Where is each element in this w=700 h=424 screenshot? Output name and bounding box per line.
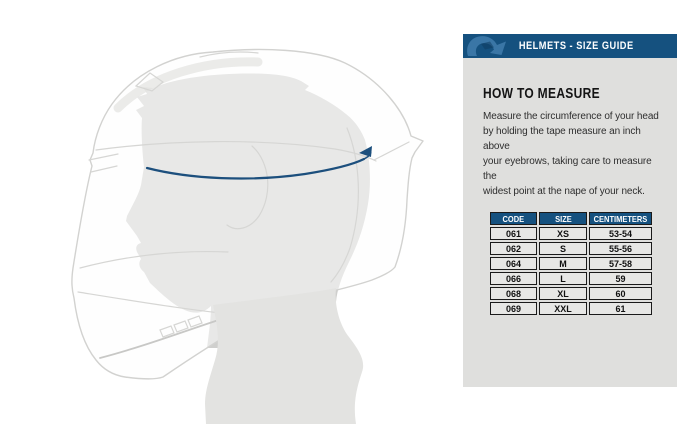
cell-size: S bbox=[539, 242, 587, 255]
how-to-measure-section: HOW TO MEASURE Measure the circumference… bbox=[463, 58, 677, 199]
cell-size: L bbox=[539, 272, 587, 285]
cell-centimeters: 57-58 bbox=[589, 257, 652, 270]
cell-code: 061 bbox=[490, 227, 537, 240]
visor-bottom-line bbox=[79, 250, 229, 269]
visor-side-line bbox=[226, 145, 269, 230]
table-row: 064 M 57-58 bbox=[490, 257, 652, 270]
cell-code: 064 bbox=[490, 257, 537, 270]
size-table-header-row: CODE SIZE CENTIMETERS bbox=[490, 212, 652, 225]
table-row: 062 S 55-56 bbox=[490, 242, 652, 255]
cell-centimeters: 53-54 bbox=[589, 227, 652, 240]
how-to-measure-heading: HOW TO MEASURE bbox=[483, 85, 600, 102]
neck-silhouette bbox=[205, 288, 364, 424]
chin-vent-slot-2 bbox=[173, 320, 189, 333]
top-vent bbox=[134, 72, 164, 92]
how-to-measure-text: Measure the circumference of your head b… bbox=[483, 111, 659, 197]
cell-code: 069 bbox=[490, 302, 537, 315]
column-header-size: SIZE bbox=[539, 212, 587, 225]
size-table: CODE SIZE CENTIMETERS 061 XS 53-54 062 S… bbox=[488, 210, 654, 317]
cell-code: 066 bbox=[490, 272, 537, 285]
cell-centimeters: 60 bbox=[589, 287, 652, 300]
panel-title: HELMETS - SIZE GUIDE bbox=[518, 40, 634, 52]
helmet-detail-lines bbox=[77, 51, 410, 359]
brand-logo-icon bbox=[467, 36, 506, 56]
helmet-outline bbox=[71, 48, 424, 380]
chin-vent-slot-1 bbox=[159, 325, 175, 338]
table-row: 068 XL 60 bbox=[490, 287, 652, 300]
table-row: 066 L 59 bbox=[490, 272, 652, 285]
measure-tape bbox=[145, 146, 372, 180]
cell-code: 068 bbox=[490, 287, 537, 300]
measure-arrow-icon bbox=[359, 146, 372, 157]
cell-size: M bbox=[539, 257, 587, 270]
column-header-centimeters: CENTIMETERS bbox=[589, 212, 652, 225]
table-row: 069 XXL 61 bbox=[490, 302, 652, 315]
table-row: 061 XS 53-54 bbox=[490, 227, 652, 240]
cell-centimeters: 59 bbox=[589, 272, 652, 285]
cell-centimeters: 55-56 bbox=[589, 242, 652, 255]
brow-line-2 bbox=[90, 165, 118, 173]
measure-tape-line bbox=[145, 157, 366, 180]
size-guide-panel: HELMETS - SIZE GUIDE HOW TO MEASURE Meas… bbox=[463, 34, 677, 387]
panel-header: HELMETS - SIZE GUIDE bbox=[463, 34, 677, 58]
chin-vent-slot-3 bbox=[187, 315, 203, 328]
cell-centimeters: 61 bbox=[589, 302, 652, 315]
rear-crease-line bbox=[373, 141, 410, 161]
brow-line-1 bbox=[88, 153, 119, 161]
cell-size: XXL bbox=[539, 302, 587, 315]
visor-top-line bbox=[95, 141, 377, 162]
rear-inner-line bbox=[330, 127, 359, 283]
cell-size: XS bbox=[539, 227, 587, 240]
column-header-code: CODE bbox=[490, 212, 537, 225]
top-seam-line bbox=[199, 51, 259, 58]
cell-code: 062 bbox=[490, 242, 537, 255]
cell-size: XL bbox=[539, 287, 587, 300]
